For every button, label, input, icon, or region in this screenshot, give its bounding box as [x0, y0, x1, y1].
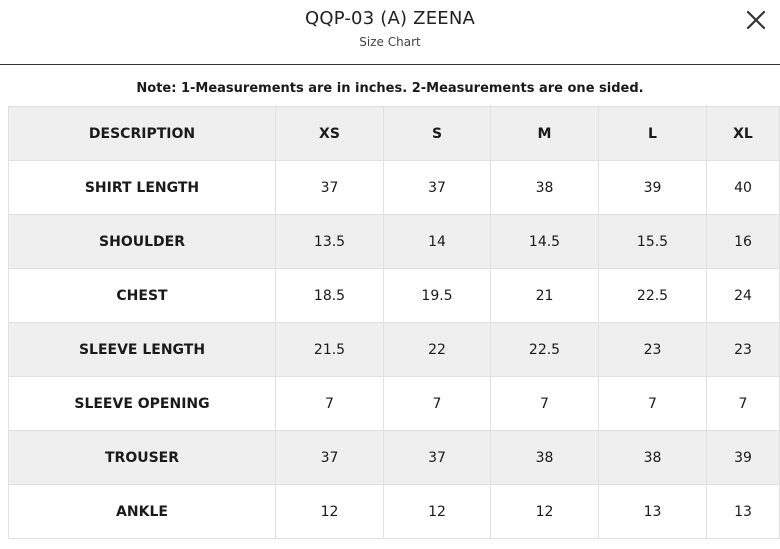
table-cell: 13	[706, 484, 780, 539]
table-cell: 39	[598, 160, 707, 215]
table-cell: 21.5	[275, 322, 384, 377]
table-cell: 23	[706, 322, 780, 377]
table-row: CHEST 18.5 19.5 21 22.5 24	[8, 268, 780, 323]
column-header: L	[598, 106, 707, 161]
table-cell: 18.5	[275, 268, 384, 323]
measurement-note: Note: 1-Measurements are in inches. 2-Me…	[136, 81, 644, 96]
column-header: XL	[706, 106, 780, 161]
table-cell: 38	[598, 430, 707, 485]
table-cell: 14	[383, 214, 491, 269]
product-title: QQP-03 (A) ZEENA	[304, 8, 476, 29]
table-cell: 39	[706, 430, 780, 485]
size-chart-table: DESCRIPTION XS S M L XL SHIRT LENGTH 37 …	[8, 106, 780, 539]
table-cell: 21	[490, 268, 599, 323]
table-cell: 38	[490, 430, 599, 485]
table-row: SLEEVE OPENING 7 7 7 7 7	[8, 376, 780, 431]
table-cell: 40	[706, 160, 780, 215]
row-label: SLEEVE LENGTH	[8, 322, 276, 377]
table-cell: 7	[598, 376, 707, 431]
table-cell: 22.5	[490, 322, 599, 377]
table-cell: 15.5	[598, 214, 707, 269]
table-row: SHIRT LENGTH 37 37 38 39 40	[8, 160, 780, 215]
row-label: TROUSER	[8, 430, 276, 485]
close-button[interactable]	[744, 8, 768, 32]
table-row: SLEEVE LENGTH 21.5 22 22.5 23 23	[8, 322, 780, 377]
table-row: ANKLE 12 12 12 13 13	[8, 484, 780, 539]
close-icon	[746, 10, 766, 30]
row-label: SHIRT LENGTH	[8, 160, 276, 215]
table-cell: 13	[598, 484, 707, 539]
table-cell: 12	[383, 484, 491, 539]
column-header: DESCRIPTION	[8, 106, 276, 161]
modal-subtitle: Size Chart	[359, 35, 421, 49]
row-label: SHOULDER	[8, 214, 276, 269]
table-cell: 7	[706, 376, 780, 431]
table-cell: 7	[275, 376, 384, 431]
table-row: SHOULDER 13.5 14 14.5 15.5 16	[8, 214, 780, 269]
table-cell: 37	[275, 160, 384, 215]
modal-header: QQP-03 (A) ZEENA Size Chart	[0, 0, 780, 65]
table-cell: 12	[275, 484, 384, 539]
table-cell: 7	[383, 376, 491, 431]
table-cell: 13.5	[275, 214, 384, 269]
table-cell: 37	[383, 160, 491, 215]
table-cell: 37	[383, 430, 491, 485]
table-cell: 7	[490, 376, 599, 431]
table-cell: 37	[275, 430, 384, 485]
column-header: M	[490, 106, 599, 161]
table-cell: 16	[706, 214, 780, 269]
table-cell: 12	[490, 484, 599, 539]
table-cell: 23	[598, 322, 707, 377]
row-label: CHEST	[8, 268, 276, 323]
table-row: TROUSER 37 37 38 38 39	[8, 430, 780, 485]
row-label: ANKLE	[8, 484, 276, 539]
column-header: XS	[275, 106, 384, 161]
table-header-row: DESCRIPTION XS S M L XL	[8, 106, 780, 161]
column-header: S	[383, 106, 491, 161]
table-cell: 24	[706, 268, 780, 323]
row-label: SLEEVE OPENING	[8, 376, 276, 431]
table-cell: 14.5	[490, 214, 599, 269]
table-cell: 22.5	[598, 268, 707, 323]
table-cell: 22	[383, 322, 491, 377]
table-cell: 19.5	[383, 268, 491, 323]
table-cell: 38	[490, 160, 599, 215]
